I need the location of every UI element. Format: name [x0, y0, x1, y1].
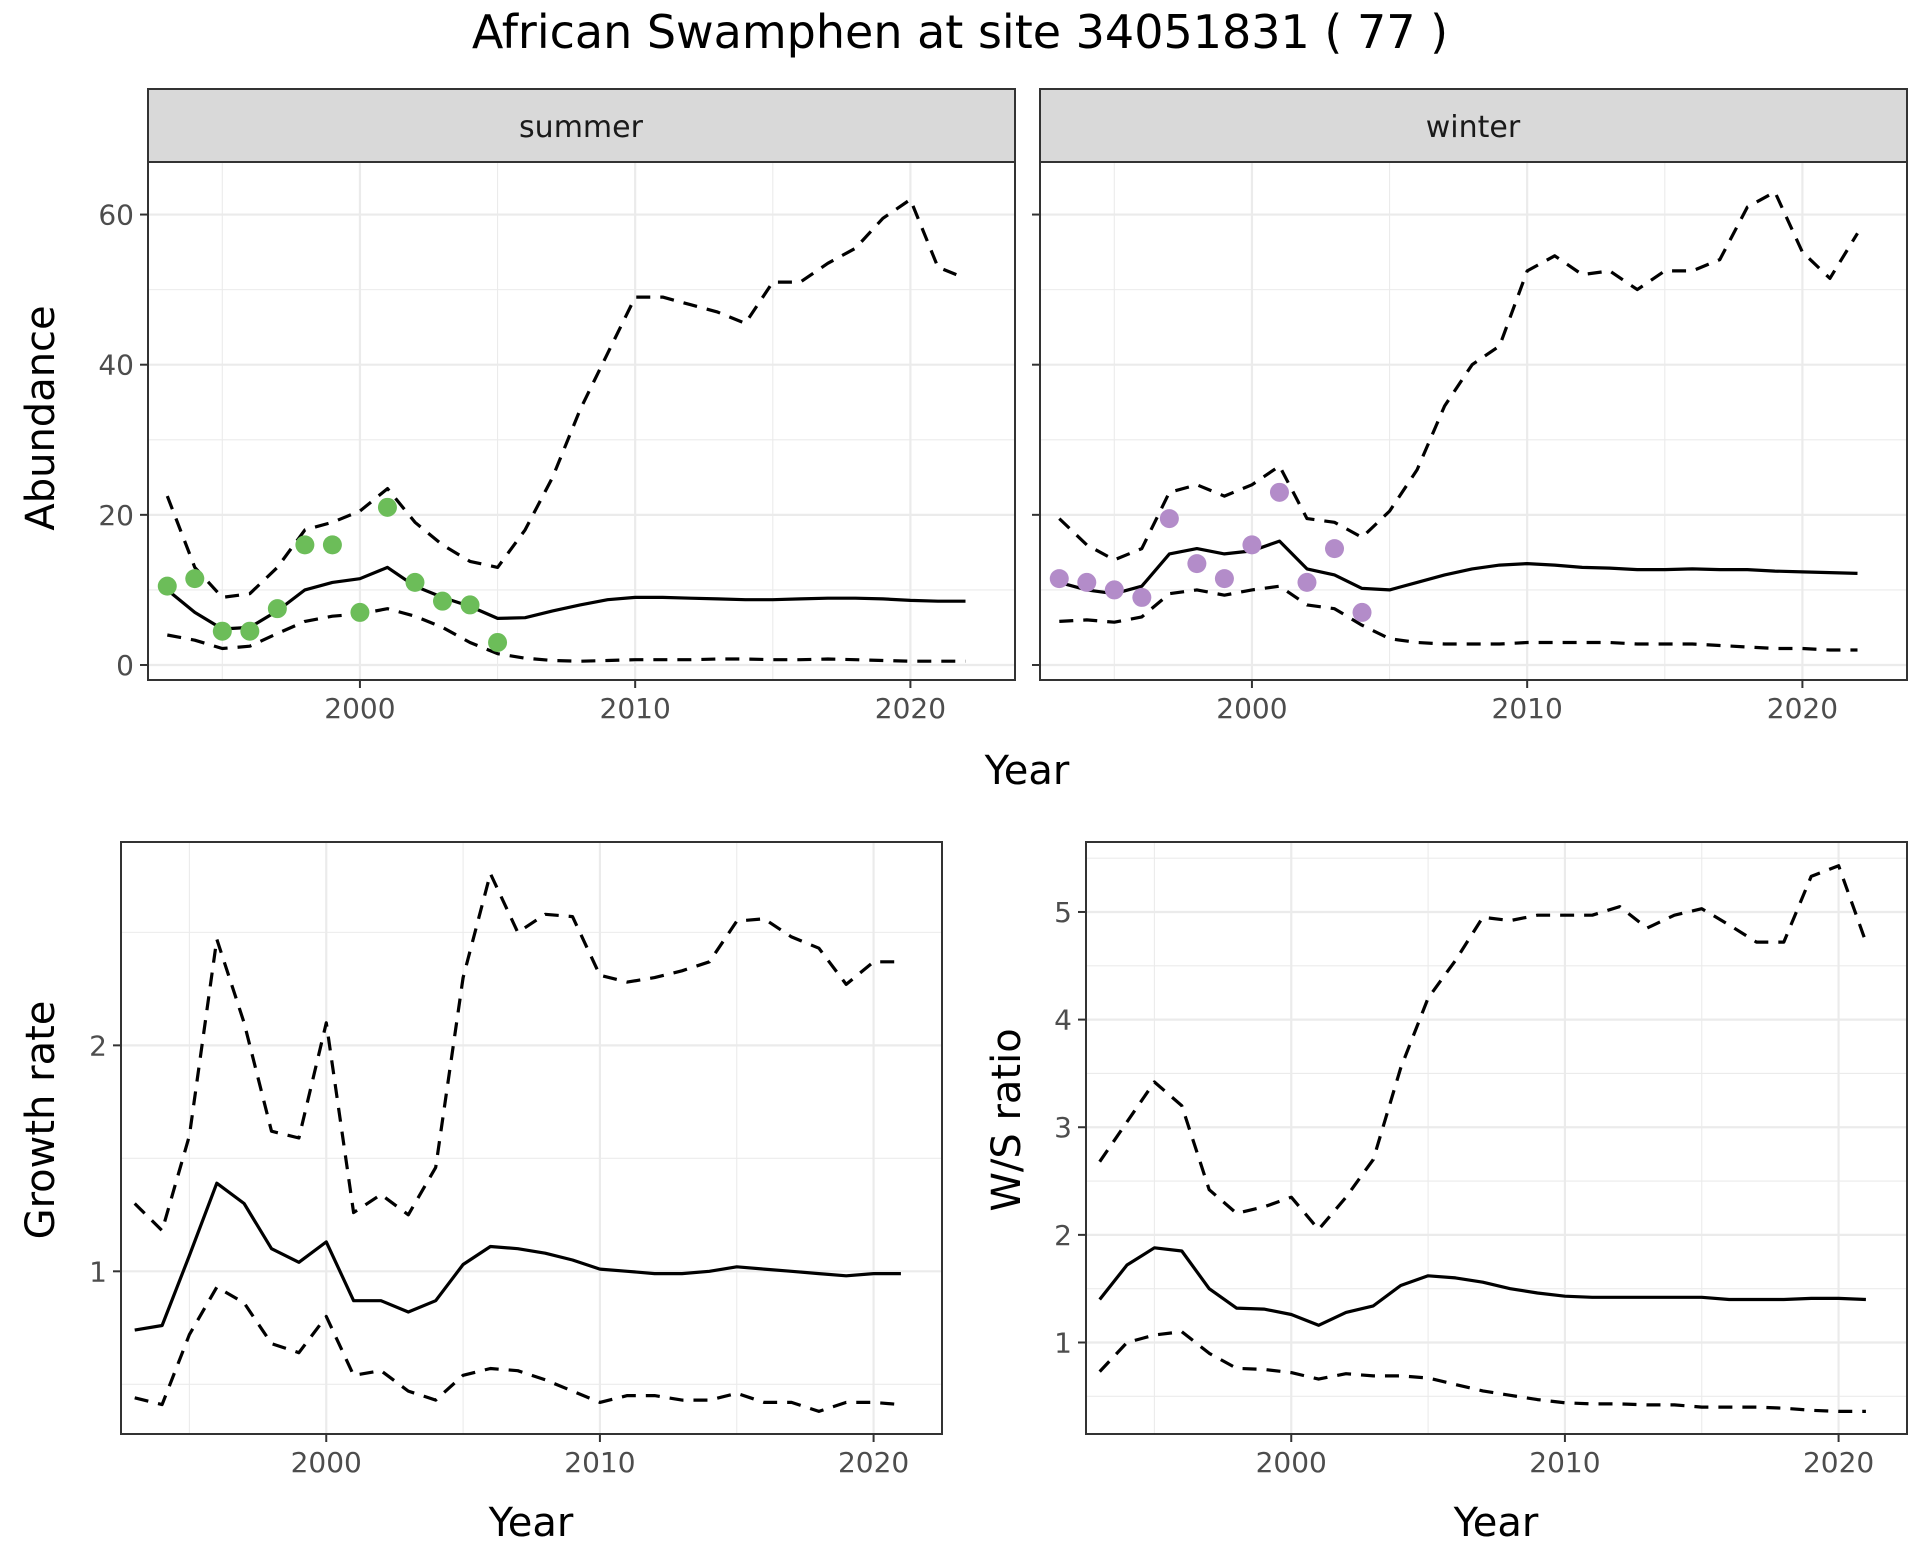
y-tick-label: 2 [89, 1029, 107, 1062]
data-point-winter [1352, 602, 1372, 622]
data-point-summer [185, 569, 205, 589]
data-point-summer [240, 621, 260, 641]
data-point-winter [1049, 569, 1069, 589]
y-tick-label: 5 [1054, 896, 1072, 929]
growth-y-axis-title: Growth rate [18, 1001, 64, 1240]
y-tick-label: 2 [1054, 1219, 1072, 1252]
strip-label-winter: winter [1426, 110, 1521, 145]
data-point-summer [488, 632, 508, 652]
data-point-winter [1325, 539, 1345, 559]
top-x-axis-title: Year [984, 748, 1070, 794]
data-point-winter [1077, 572, 1097, 592]
series-line-ratio-ci-2 [1098, 1330, 1866, 1413]
x-tick-label: 2010 [564, 1446, 635, 1479]
x-tick-label: 2020 [838, 1446, 909, 1479]
data-point-summer [267, 599, 287, 619]
top-y-axis-title: Abundance [18, 305, 64, 530]
x-tick-label: 2020 [1767, 692, 1838, 725]
data-point-winter [1132, 587, 1152, 607]
data-point-winter [1214, 569, 1234, 589]
strip-label-summer: summer [519, 110, 644, 145]
data-point-summer [322, 535, 342, 555]
y-tick-label: 1 [89, 1255, 107, 1288]
data-point-summer [157, 576, 177, 596]
data-point-winter [1187, 554, 1207, 574]
y-tick-label: 60 [98, 199, 134, 232]
x-tick-label: 2020 [875, 692, 946, 725]
data-point-summer [460, 595, 480, 615]
y-tick-label: 20 [98, 499, 134, 532]
series-line-growth-ci-1 [133, 872, 901, 1233]
x-tick-label: 2010 [600, 692, 671, 725]
x-tick-label: 2000 [291, 1446, 362, 1479]
x-tick-label: 2020 [1803, 1446, 1874, 1479]
data-point-winter [1159, 509, 1179, 529]
y-tick-label: 3 [1054, 1111, 1072, 1144]
y-tick-label: 4 [1054, 1004, 1072, 1037]
data-point-summer [405, 572, 425, 592]
series-line-summer-mean [166, 565, 966, 631]
data-point-summer [433, 591, 453, 611]
data-point-winter [1297, 572, 1317, 592]
series-line-winter-ci-2 [1059, 584, 1858, 652]
x-tick-label: 2010 [1529, 1446, 1600, 1479]
x-tick-label: 2010 [1492, 692, 1563, 725]
x-tick-label: 2000 [1256, 1446, 1327, 1479]
growth-x-axis-title: Year [488, 1500, 574, 1546]
series-line-winter-mean [1058, 539, 1858, 596]
x-tick-label: 2000 [1216, 692, 1287, 725]
data-point-winter [1269, 482, 1289, 502]
series-line-ratio-mean [1098, 1246, 1866, 1327]
y-tick-label: 40 [98, 349, 134, 382]
data-point-winter [1242, 535, 1262, 555]
ratio-x-axis-title: Year [1453, 1500, 1539, 1546]
series-line-growth-mean [134, 1181, 901, 1332]
data-point-summer [350, 602, 370, 622]
data-point-winter [1104, 580, 1124, 600]
data-point-summer [295, 535, 315, 555]
data-point-summer [212, 621, 232, 641]
series-line-summer-ci-2 [167, 607, 966, 663]
data-point-summer [377, 497, 397, 517]
y-tick-label: 1 [1054, 1327, 1072, 1360]
panel-frame-winter [1039, 161, 1908, 681]
ratio-y-axis-title: W/S ratio [984, 1028, 1030, 1211]
series-line-summer-ci-1 [165, 197, 967, 599]
series-line-ratio-ci-1 [1098, 864, 1868, 1232]
strip-summer [147, 88, 1016, 163]
strip-winter [1039, 88, 1908, 163]
series-line-winter-ci-1 [1058, 190, 1859, 562]
x-tick-label: 2000 [324, 692, 395, 725]
panel-frame-growth [120, 841, 943, 1435]
panel-frame-ratio [1085, 841, 1908, 1435]
series-line-growth-ci-2 [134, 1285, 902, 1413]
y-tick-label: 0 [116, 649, 134, 682]
chart-title: African Swamphen at site 34051831 ( 77 ) [472, 5, 1448, 59]
